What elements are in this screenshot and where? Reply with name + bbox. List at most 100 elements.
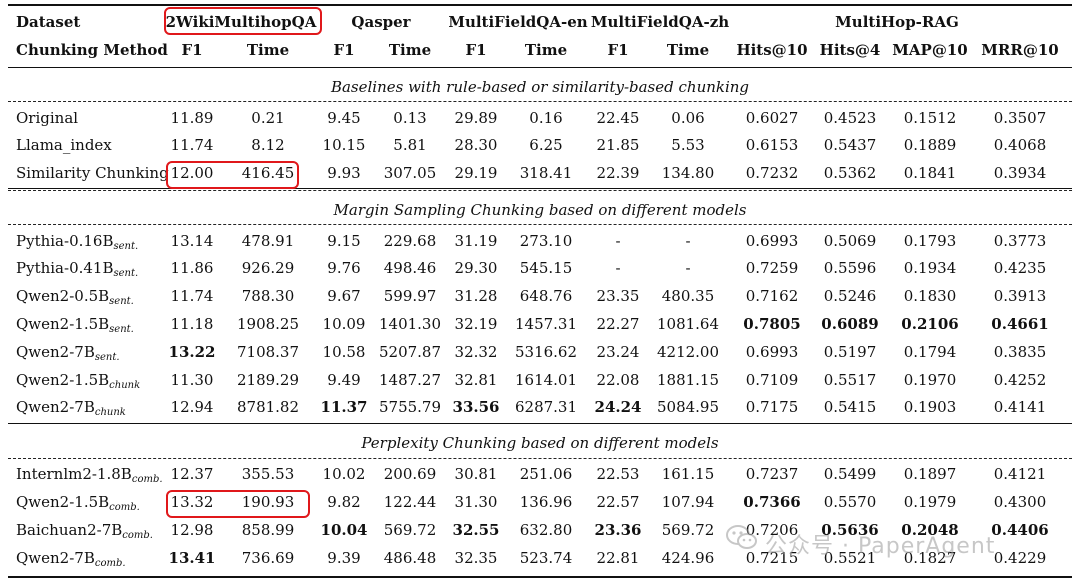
table-cell: 480.35 xyxy=(661,287,715,305)
table-cell: 0.2048 xyxy=(901,521,959,539)
metric-header: Time xyxy=(666,41,710,59)
wechat-icon xyxy=(726,525,757,549)
table-cell: 0.4121 xyxy=(993,465,1047,483)
table-cell: 9.82 xyxy=(327,493,361,511)
table-cell: 229.68 xyxy=(383,232,437,250)
table-cell: 0.4068 xyxy=(993,136,1047,154)
table-cell: 21.85 xyxy=(596,136,640,154)
table-cell: 0.7232 xyxy=(745,164,799,182)
table-cell: 22.81 xyxy=(596,549,640,567)
table-cell: 1908.25 xyxy=(236,315,300,333)
table-cell: 486.48 xyxy=(383,549,437,567)
table-cell: 0.1830 xyxy=(903,287,957,305)
metric-header: F1 xyxy=(333,41,355,59)
highlight-box-perplexity xyxy=(166,490,310,518)
method-name: Llama_index xyxy=(16,136,112,154)
table-cell: 1401.30 xyxy=(378,315,442,333)
table-cell: 2189.29 xyxy=(236,371,300,389)
metric-header: MAP@10 xyxy=(892,41,968,59)
table-rule xyxy=(8,67,1072,68)
table-cell: 9.93 xyxy=(327,164,361,182)
table-cell: 200.69 xyxy=(383,465,437,483)
table-cell: 0.5499 xyxy=(823,465,877,483)
dataset-label: Dataset xyxy=(16,13,81,31)
table-cell: 5.53 xyxy=(671,136,705,154)
table-cell: 5316.62 xyxy=(514,343,578,361)
table-cell: 10.02 xyxy=(322,465,366,483)
table-cell: 6287.31 xyxy=(514,398,578,416)
table-cell: 0.7805 xyxy=(743,315,801,333)
table-cell: 0.1793 xyxy=(903,232,957,250)
table-cell: 32.19 xyxy=(454,315,498,333)
table-cell: 0.4235 xyxy=(993,259,1047,277)
table-cell: 0.1794 xyxy=(903,343,957,361)
table-cell: - xyxy=(615,232,621,250)
method-name: Qwen2-7Bchunk xyxy=(16,398,126,418)
table-cell: 307.05 xyxy=(383,164,437,182)
table-dashed-rule xyxy=(8,458,1072,459)
table-cell: 11.74 xyxy=(170,136,214,154)
dataset-header: MultiFieldQA-zh xyxy=(590,13,730,31)
table-cell: 5755.79 xyxy=(378,398,442,416)
table-cell: 10.58 xyxy=(322,343,366,361)
table-cell: 0.1889 xyxy=(903,136,957,154)
table-cell: 0.7206 xyxy=(745,521,799,539)
table-cell: 32.55 xyxy=(452,521,500,539)
method-name: Qwen2-1.5Bcomb. xyxy=(16,493,140,513)
table-cell: 0.3835 xyxy=(993,343,1047,361)
table-cell: 0.5636 xyxy=(821,521,879,539)
table-cell: 0.3773 xyxy=(993,232,1047,250)
table-cell: 29.30 xyxy=(454,259,498,277)
table-cell: 31.28 xyxy=(454,287,498,305)
highlight-box-similarity xyxy=(166,161,299,189)
table-cell: 0.4661 xyxy=(991,315,1049,333)
table-cell: 22.57 xyxy=(596,493,640,511)
table-cell: 0.06 xyxy=(671,109,705,127)
section-title: Perplexity Chunking based on different m… xyxy=(361,434,719,452)
table-cell: 1487.27 xyxy=(378,371,442,389)
table-cell: 0.7237 xyxy=(745,465,799,483)
method-name: Internlm2-1.8Bcomb. xyxy=(16,465,163,485)
metric-header: Hits@4 xyxy=(819,41,881,59)
method-name: Similarity Chunking xyxy=(16,164,169,182)
table-cell: 11.74 xyxy=(170,287,214,305)
table-cell: 8781.82 xyxy=(236,398,300,416)
table-cell: 0.5246 xyxy=(823,287,877,305)
method-name: Qwen2-1.5Bsent. xyxy=(16,315,134,335)
table-cell: 416.45 xyxy=(241,164,295,182)
dataset-header: MultiFieldQA-en xyxy=(448,13,588,31)
table-cell: 10.15 xyxy=(322,136,366,154)
table-cell: 12.98 xyxy=(170,521,214,539)
dataset-header: MultiHop-RAG xyxy=(835,13,959,31)
table-cell: 0.1903 xyxy=(903,398,957,416)
table-cell: 9.67 xyxy=(327,287,361,305)
table-cell: 107.94 xyxy=(661,493,715,511)
metric-header: Time xyxy=(388,41,432,59)
table-cell: 22.45 xyxy=(596,109,640,127)
table-cell: 32.81 xyxy=(454,371,498,389)
table-cell: 190.93 xyxy=(241,493,295,511)
table-cell: 0.4523 xyxy=(823,109,877,127)
method-name: Pythia-0.16Bsent. xyxy=(16,232,139,252)
table-cell: 1081.64 xyxy=(656,315,720,333)
table-cell: 0.2106 xyxy=(901,315,959,333)
table-cell: - xyxy=(685,232,691,250)
table-cell: 23.35 xyxy=(596,287,640,305)
table-cell: 0.5197 xyxy=(823,343,877,361)
table-cell: 9.76 xyxy=(327,259,361,277)
table-cell: 31.30 xyxy=(454,493,498,511)
table-cell: 6.25 xyxy=(529,136,563,154)
table-cell: 0.1897 xyxy=(903,465,957,483)
table-cell: 0.7109 xyxy=(745,371,799,389)
table-cell: 0.1970 xyxy=(903,371,957,389)
table-cell: 12.00 xyxy=(170,164,214,182)
table-cell: 12.37 xyxy=(170,465,214,483)
metric-header: F1 xyxy=(181,41,203,59)
table-cell: 13.32 xyxy=(170,493,214,511)
table-cell: 5207.87 xyxy=(378,343,442,361)
highlight-box-dataset xyxy=(164,7,322,35)
table-cell: 0.3913 xyxy=(993,287,1047,305)
table-cell: 13.22 xyxy=(168,343,216,361)
table-cell: 0.5069 xyxy=(823,232,877,250)
